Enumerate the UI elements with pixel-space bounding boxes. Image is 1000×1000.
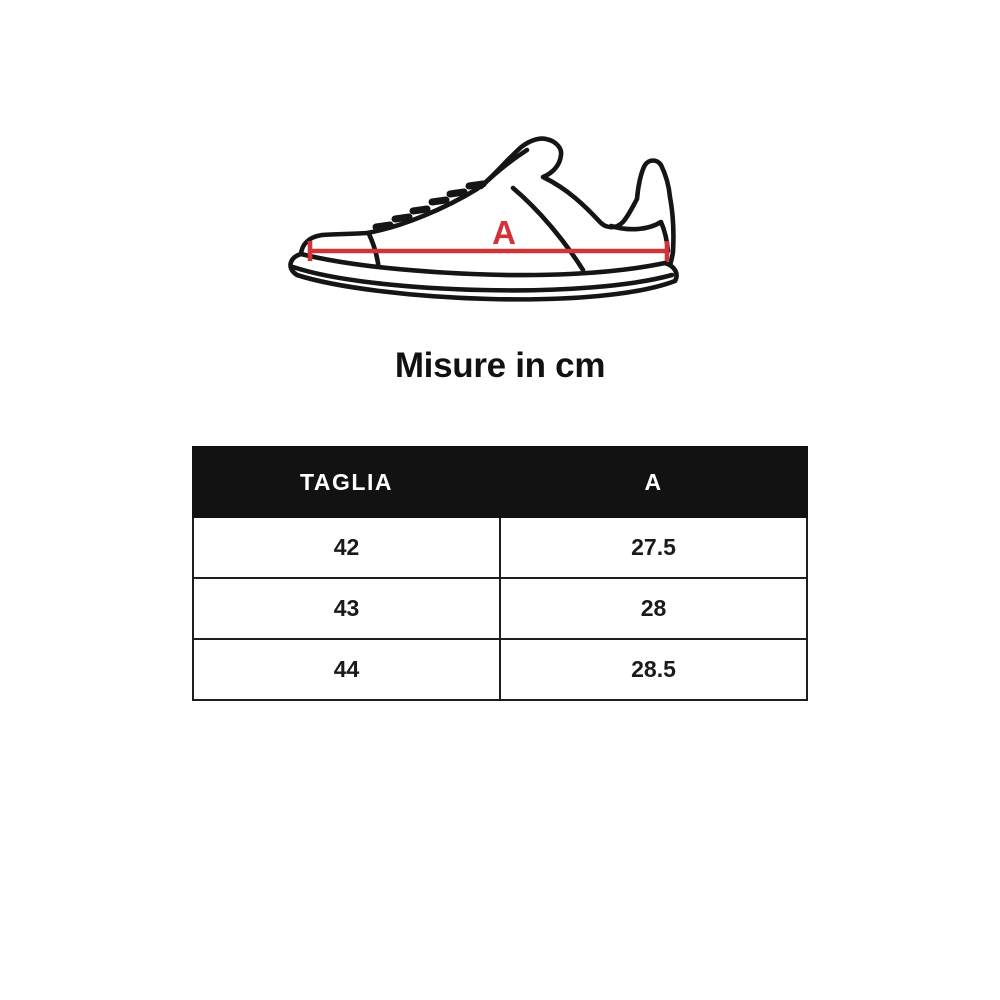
header-cell-a: A — [499, 446, 808, 518]
measure-cell: 28.5 — [499, 638, 808, 701]
quarter-seam-line — [510, 185, 586, 273]
sneaker-upper-outline — [298, 136, 676, 268]
shoe-measurement-diagram: A — [280, 118, 710, 318]
measure-cell: 27.5 — [499, 516, 808, 579]
size-cell: 44 — [192, 638, 501, 701]
sole-tread-line — [290, 264, 675, 293]
sneaker-side-outline-icon: A — [288, 136, 679, 302]
size-table: TAGLIA A 42 27.5 43 28 44 28.5 — [192, 446, 808, 701]
table-row: 42 27.5 — [192, 516, 808, 579]
lace-knots — [372, 180, 487, 231]
table-row: 43 28 — [192, 577, 808, 640]
size-cell: 42 — [192, 516, 501, 579]
header-cell-taglia: TAGLIA — [192, 446, 501, 518]
tongue-fold-line — [478, 147, 530, 190]
measurement-line: A — [307, 214, 670, 261]
size-cell: 43 — [192, 577, 501, 640]
table-row: 44 28.5 — [192, 638, 808, 701]
heel-counter-line — [608, 219, 671, 254]
measure-cell: 28 — [499, 577, 808, 640]
table-header-row: TAGLIA A — [192, 446, 808, 518]
measurement-label: A — [492, 214, 516, 251]
page-title: Misure in cm — [394, 346, 606, 385]
sole-outline — [288, 251, 679, 302]
